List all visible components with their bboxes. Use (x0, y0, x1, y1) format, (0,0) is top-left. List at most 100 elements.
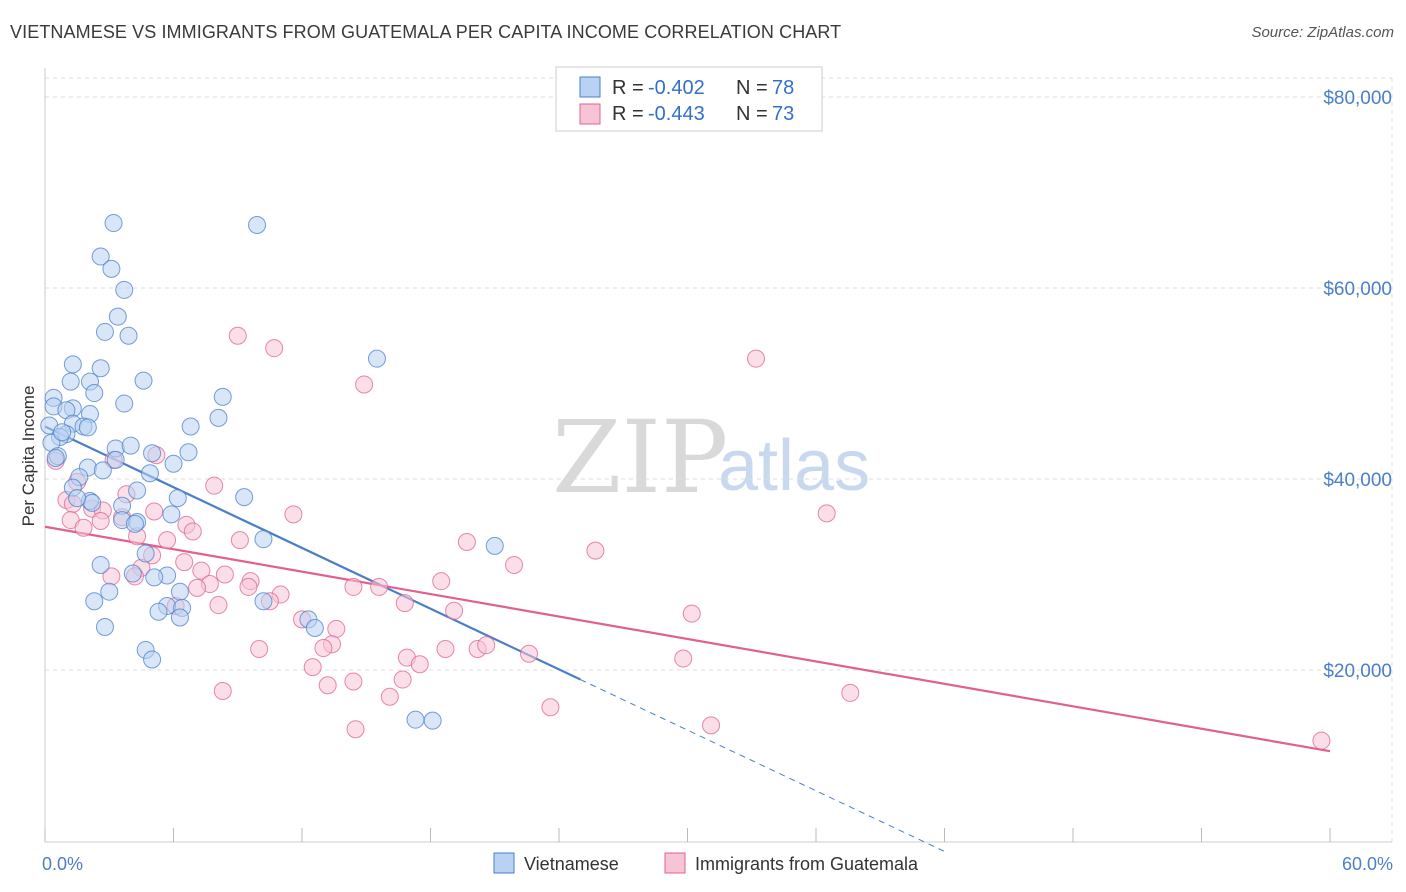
point-guatemala-47 (682, 604, 701, 623)
chart-title: VIETNAMESE VS IMMIGRANTS FROM GUATEMALA … (10, 22, 842, 42)
trend-line-guatemala (44, 525, 1331, 753)
point-vietnamese-46 (168, 489, 187, 508)
point-guatemala-56 (520, 644, 539, 663)
legend-r-label-2: R = (612, 103, 644, 125)
point-guatemala-34 (432, 572, 451, 591)
point-guatemala-21 (183, 522, 202, 541)
legend-n-label-1: N = (736, 77, 768, 99)
y-tick-label-2: $60,000 (1323, 279, 1392, 300)
point-vietnamese-48 (83, 493, 102, 512)
point-guatemala-49 (327, 619, 346, 638)
point-guatemala-1 (265, 339, 284, 358)
point-guatemala-72 (91, 512, 110, 531)
stats-legend: R = -0.402 N = 78 R = -0.443 N = 73 (555, 66, 823, 132)
point-vietnamese-6 (95, 322, 114, 341)
axes (44, 68, 1392, 843)
point-vietnamese-8 (63, 355, 82, 374)
point-guatemala-8 (205, 476, 224, 495)
point-vietnamese-26 (78, 418, 97, 437)
legend-r-label-1: R = (612, 77, 644, 99)
point-vietnamese-57 (91, 555, 110, 574)
point-guatemala-26 (586, 541, 605, 560)
point-vietnamese-71 (95, 618, 114, 637)
point-vietnamese-13 (134, 371, 153, 390)
trend-lines (44, 425, 1331, 852)
point-guatemala-66 (380, 687, 399, 706)
point-guatemala-54 (477, 636, 496, 655)
point-vietnamese-68 (170, 608, 189, 627)
point-guatemala-62 (344, 672, 363, 691)
y-tick-label-3: $80,000 (1323, 88, 1392, 109)
point-guatemala-15 (284, 505, 303, 524)
point-vietnamese-10 (91, 359, 110, 378)
legend-n-label-2: N = (736, 103, 768, 125)
point-vietnamese-17 (115, 394, 134, 413)
point-guatemala-69 (346, 720, 365, 739)
point-guatemala-14 (145, 502, 164, 521)
trend-line-vietnamese (44, 425, 581, 681)
legend-r-value-1: -0.402 (648, 77, 705, 99)
point-guatemala-59 (410, 655, 429, 674)
point-vietnamese-45 (235, 488, 254, 507)
point-vietnamese-75 (423, 711, 442, 730)
bottom-swatch-guatemala (664, 852, 686, 874)
point-vietnamese-1 (248, 215, 267, 234)
point-vietnamese-53 (125, 514, 144, 533)
point-vietnamese-73 (143, 650, 162, 669)
point-vietnamese-2 (91, 247, 110, 266)
point-vietnamese-0 (104, 214, 123, 233)
point-guatemala-16 (817, 504, 836, 523)
y-tick-label-0: $20,000 (1323, 661, 1392, 682)
point-guatemala-28 (175, 553, 194, 572)
point-guatemala-25 (457, 533, 476, 552)
point-guatemala-63 (318, 676, 337, 695)
bottom-legend-vietnamese: Vietnamese (524, 854, 619, 874)
point-guatemala-40 (188, 578, 207, 597)
point-vietnamese-63 (85, 592, 104, 611)
point-guatemala-46 (445, 601, 464, 620)
point-vietnamese-22 (209, 408, 228, 427)
point-guatemala-60 (303, 658, 322, 677)
point-guatemala-0 (228, 326, 247, 345)
point-vietnamese-4 (115, 280, 134, 299)
point-vietnamese-27 (181, 417, 200, 436)
point-guatemala-23 (230, 531, 249, 550)
bottom-swatch-vietnamese (493, 852, 515, 874)
point-vietnamese-60 (145, 568, 164, 587)
point-vietnamese-33 (179, 443, 198, 462)
point-vietnamese-64 (254, 592, 273, 611)
point-vietnamese-74 (406, 710, 425, 729)
point-vietnamese-40 (93, 461, 112, 480)
point-vietnamese-7 (119, 326, 138, 345)
point-guatemala-24 (158, 531, 177, 550)
point-vietnamese-36 (46, 448, 65, 467)
point-guatemala-55 (436, 639, 455, 658)
point-guatemala-52 (250, 639, 269, 658)
point-vietnamese-61 (100, 582, 119, 601)
point-vietnamese-62 (170, 582, 189, 601)
point-vietnamese-44 (128, 481, 147, 500)
point-vietnamese-76 (68, 489, 87, 508)
point-guatemala-38 (239, 577, 258, 596)
legend-swatch-guatemala (579, 103, 601, 125)
legend-r-value-2: -0.443 (648, 103, 705, 125)
point-guatemala-31 (192, 561, 211, 580)
trend-extension-vietnamese (580, 679, 945, 852)
data-points (40, 214, 1331, 750)
tick-labels: $20,000 $40,000 $60,000 $80,000 0.0% 60.0% (42, 88, 1393, 874)
point-guatemala-2 (747, 349, 766, 368)
point-vietnamese-35 (143, 444, 162, 463)
point-guatemala-39 (370, 577, 389, 596)
series-legend: Vietnamese Immigrants from Guatemala (493, 852, 919, 874)
point-vietnamese-41 (140, 464, 159, 483)
point-vietnamese-3 (102, 259, 121, 278)
point-vietnamese-70 (305, 618, 324, 637)
point-vietnamese-9 (367, 349, 386, 368)
point-guatemala-29 (505, 555, 524, 574)
x-tick-label-max: 60.0% (1342, 854, 1393, 874)
point-guatemala-58 (674, 649, 693, 668)
point-vietnamese-58 (123, 564, 142, 583)
point-vietnamese-54 (254, 530, 273, 549)
point-vietnamese-38 (164, 454, 183, 473)
